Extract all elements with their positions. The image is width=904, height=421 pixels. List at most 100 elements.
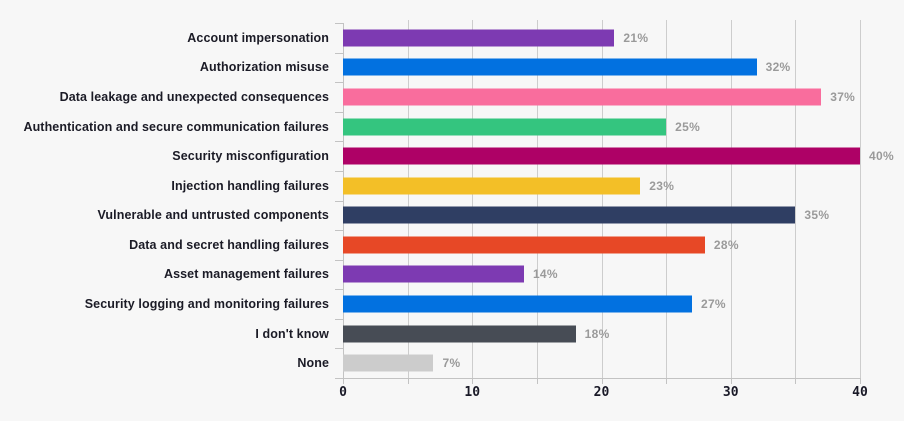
bar[interactable] — [343, 177, 641, 195]
bar-track: 35% — [343, 200, 860, 230]
y-axis-tick — [335, 170, 343, 172]
value-label: 40% — [869, 149, 894, 164]
bar-track: 21% — [343, 23, 860, 53]
chart-row: I don't know 18% — [0, 319, 904, 349]
chart-row: Authentication and secure communication … — [0, 112, 904, 142]
category-label: Authentication and secure communication … — [23, 119, 329, 134]
x-axis-tick — [472, 379, 474, 384]
x-axis-tick-label: 40 — [852, 385, 868, 400]
category-label: I don't know — [255, 326, 329, 341]
x-axis-tick — [860, 379, 861, 384]
category-label: Security misconfiguration — [172, 149, 329, 164]
category-label: None — [297, 356, 329, 371]
category-label: Asset management failures — [163, 267, 329, 282]
value-label: 25% — [675, 119, 701, 134]
bar-track: 27% — [343, 289, 860, 319]
y-axis-tick — [335, 289, 343, 291]
chart-row: Account impersonation 21% — [0, 23, 904, 53]
category-label: Account impersonation — [187, 30, 329, 45]
bar-track: 25% — [343, 112, 860, 142]
gridline — [601, 20, 603, 378]
value-label: 7% — [442, 356, 461, 371]
value-label: 32% — [765, 60, 791, 75]
gridline — [795, 20, 797, 378]
gridline — [666, 20, 668, 378]
value-label: 28% — [713, 237, 739, 252]
x-axis-tick — [407, 379, 409, 384]
chart-row: Data leakage and unexpected consequences… — [0, 82, 904, 112]
y-axis-tick — [335, 378, 343, 379]
gridline — [472, 20, 474, 378]
category-label: Data and secret handling failures — [129, 237, 329, 252]
y-axis-tick — [335, 200, 343, 202]
value-label: 18% — [584, 326, 610, 341]
chart-row: Security misconfiguration 40% — [0, 141, 904, 171]
value-label: 21% — [623, 30, 649, 45]
chart-row: Security logging and monitoring failures… — [0, 289, 904, 319]
bar[interactable] — [343, 354, 434, 372]
bar-track: 37% — [343, 82, 860, 112]
bar[interactable] — [343, 147, 860, 165]
y-axis-tick — [335, 318, 343, 320]
gridline — [407, 20, 409, 378]
y-axis-tick — [335, 82, 343, 84]
gridlines — [343, 20, 861, 378]
x-axis-tick-label: 10 — [464, 385, 481, 400]
gridline — [860, 20, 861, 378]
bar[interactable] — [343, 118, 667, 136]
y-axis-tick — [335, 230, 343, 232]
y-axis-tick — [335, 141, 343, 143]
bar[interactable] — [343, 29, 615, 47]
y-axis-tick — [335, 259, 343, 261]
bar[interactable] — [343, 295, 692, 313]
value-label: 14% — [532, 267, 558, 282]
value-label: 35% — [804, 208, 830, 223]
y-axis-tick — [335, 23, 343, 24]
bar[interactable] — [343, 265, 524, 283]
chart-row: Authorization misuse 32% — [0, 53, 904, 83]
y-axis-tick — [335, 111, 343, 113]
bar[interactable] — [343, 206, 796, 224]
x-axis-tick — [795, 379, 797, 384]
value-label: 27% — [700, 296, 726, 311]
x-axis-labels: 0 10 20 30 40 — [0, 385, 904, 405]
x-axis-tick — [536, 379, 538, 384]
bar-track: 14% — [343, 260, 860, 290]
value-label: 37% — [830, 89, 856, 104]
bar-track: 18% — [343, 319, 860, 349]
x-axis-tick — [343, 379, 344, 384]
x-axis-tick — [730, 379, 732, 384]
category-label: Authorization misuse — [199, 60, 329, 75]
y-axis-tick — [335, 348, 343, 350]
value-label: 23% — [649, 178, 675, 193]
bar-track: 28% — [343, 230, 860, 260]
y-axis-tick — [335, 52, 343, 54]
x-axis-tick-label: 20 — [593, 385, 610, 400]
x-axis-line — [343, 378, 861, 379]
category-label: Security logging and monitoring failures — [84, 296, 329, 311]
x-axis-tick-label: 30 — [722, 385, 739, 400]
bar-track: 40% — [343, 141, 894, 171]
x-axis-tick-label: 0 — [339, 385, 347, 400]
bar-track: 23% — [343, 171, 860, 201]
category-label: Vulnerable and untrusted components — [97, 208, 329, 223]
gridline — [730, 20, 732, 378]
chart-row: None 7% — [0, 348, 904, 378]
bar[interactable] — [343, 325, 576, 343]
gridline — [536, 20, 538, 378]
bar-rows: Account impersonation 21% Authorization mi… — [0, 23, 904, 378]
bar-track: 7% — [343, 348, 860, 378]
bar-track: 32% — [343, 53, 860, 83]
chart-row: Data and secret handling failures 28% — [0, 230, 904, 260]
chart-row: Asset management failures 14% — [0, 260, 904, 290]
bar[interactable] — [343, 236, 705, 254]
bar[interactable] — [343, 58, 757, 76]
x-axis-tick — [601, 379, 603, 384]
bar[interactable] — [343, 88, 822, 106]
chart-row: Vulnerable and untrusted components 35% — [0, 200, 904, 230]
x-axis-tick — [666, 379, 668, 384]
chart-row: Injection handling failures 23% — [0, 171, 904, 201]
y-axis-line — [343, 23, 344, 378]
category-label: Injection handling failures — [171, 178, 329, 193]
